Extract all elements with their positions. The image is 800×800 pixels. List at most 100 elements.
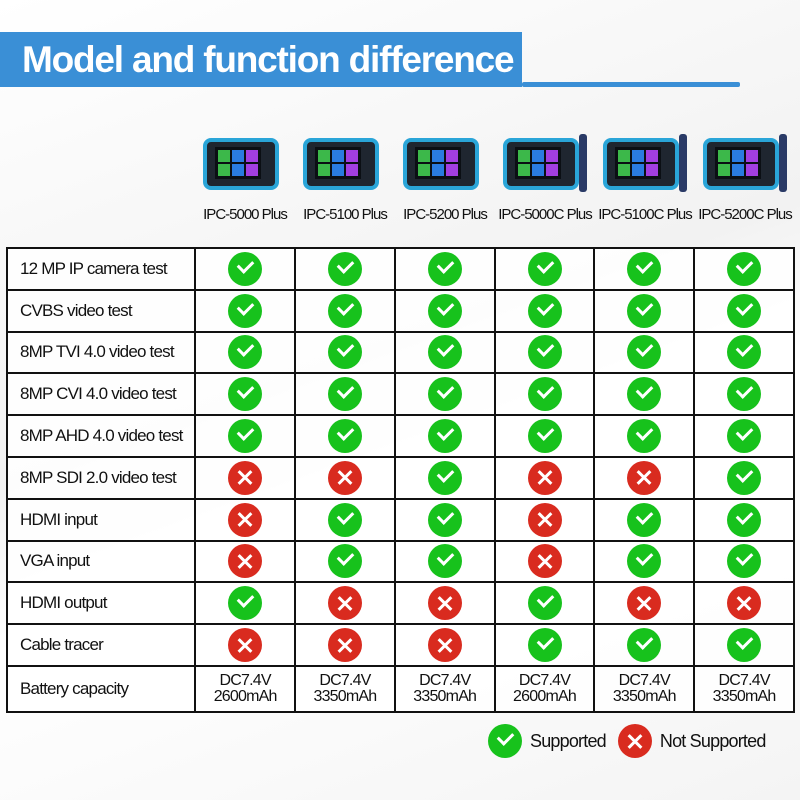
table-row: Cable tracer (5, 623, 795, 667)
check-icon (727, 377, 762, 412)
cable-tracer-image (579, 134, 587, 192)
cross-icon (228, 502, 263, 537)
battery-capacity: 3350mAh (313, 687, 377, 705)
check-icon (727, 335, 762, 370)
check-icon (627, 419, 662, 454)
tester-device-image (701, 134, 787, 196)
title-banner: Model and function difference (0, 32, 522, 87)
feature-label: 8MP CVI 4.0 video test (5, 372, 197, 417)
battery-capacity: 2600mAh (513, 687, 577, 705)
battery-voltage: DC7.4V (618, 671, 671, 689)
check-icon (527, 628, 562, 663)
support-cell (393, 372, 496, 417)
check-icon (727, 251, 762, 286)
support-cell (593, 539, 696, 584)
check-icon (627, 251, 662, 286)
cross-icon (228, 460, 263, 495)
support-cell (393, 288, 496, 333)
support-cell (393, 497, 496, 542)
cross-icon (427, 586, 462, 621)
support-cell (593, 288, 696, 333)
support-cell (593, 330, 696, 375)
check-icon (427, 251, 462, 286)
check-icon (527, 293, 562, 328)
support-cell (393, 330, 496, 375)
table-row: 8MP TVI 4.0 video test (5, 330, 795, 375)
battery-cell: DC7.4V 3350mAh (294, 664, 396, 713)
support-cell (194, 539, 297, 584)
check-icon (228, 293, 263, 328)
support-cell (393, 581, 496, 626)
check-icon (427, 377, 462, 412)
table-row-battery: Battery capacity DC7.4V 2600mAh DC7.4V 3350m… (5, 664, 795, 713)
support-cell (693, 539, 795, 584)
legend: Supported Not Supported (488, 724, 766, 758)
battery-cell: DC7.4V 3350mAh (693, 664, 795, 713)
model-column-header: IPC-5100C Plus (595, 134, 695, 223)
cross-icon (228, 628, 263, 663)
model-column-header: IPC-5000 Plus (195, 134, 295, 223)
support-cell (294, 539, 396, 584)
battery-capacity: 3350mAh (612, 687, 677, 705)
support-cell (593, 497, 696, 542)
legend-not-supported: Not Supported (659, 730, 766, 751)
check-icon (327, 251, 362, 286)
support-cell (393, 623, 496, 667)
cross-icon (527, 502, 562, 537)
check-icon (627, 335, 662, 370)
support-cell (493, 623, 596, 667)
cross-icon (527, 544, 562, 579)
check-icon (627, 502, 662, 537)
support-cell (294, 247, 396, 291)
support-cell (693, 455, 795, 500)
support-cell (493, 414, 596, 458)
check-icon (488, 724, 522, 758)
cross-icon (617, 724, 652, 758)
support-cell (493, 288, 596, 333)
table-row: 8MP CVI 4.0 video test (5, 372, 795, 417)
support-cell (493, 372, 596, 417)
model-name: IPC-5100 Plus (303, 206, 388, 223)
feature-label: HDMI input (5, 497, 197, 542)
check-icon (327, 544, 362, 579)
support-cell (194, 414, 297, 458)
table-row: CVBS video test (5, 288, 795, 333)
check-icon (228, 377, 263, 412)
support-cell (693, 372, 795, 417)
battery-voltage: DC7.4V (718, 671, 770, 689)
battery-capacity: 3350mAh (413, 687, 477, 705)
support-cell (693, 581, 795, 626)
support-cell (294, 372, 396, 417)
check-icon (327, 377, 362, 412)
cable-tracer-image (679, 134, 687, 192)
model-column-header: IPC-5000C Plus (495, 134, 595, 223)
battery-capacity: 3350mAh (712, 687, 777, 705)
support-cell (693, 497, 795, 542)
check-icon (228, 586, 263, 621)
check-icon (427, 335, 462, 370)
support-cell (194, 623, 297, 667)
check-icon (727, 628, 762, 663)
check-icon (627, 544, 662, 579)
check-icon (727, 293, 762, 328)
cable-tracer-image (779, 134, 787, 192)
check-icon (727, 544, 762, 579)
feature-label: 8MP TVI 4.0 video test (5, 330, 197, 375)
battery-cell: DC7.4V 2600mAh (493, 664, 596, 713)
support-cell (294, 288, 396, 333)
check-icon (427, 460, 462, 495)
table-row: 8MP AHD 4.0 video test (5, 414, 795, 458)
cross-icon (327, 628, 362, 663)
model-header: IPC-5000 Plus IPC-5100 Plus IPC-5200 Plus I… (195, 134, 795, 223)
feature-label: Battery capacity (5, 664, 197, 713)
support-cell (294, 455, 396, 500)
support-cell (294, 581, 396, 626)
cross-icon (627, 460, 662, 495)
support-cell (693, 288, 795, 333)
check-icon (327, 419, 362, 454)
cross-icon (327, 460, 362, 495)
battery-voltage: DC7.4V (518, 671, 571, 689)
support-cell (693, 414, 795, 458)
support-cell (294, 330, 396, 375)
feature-label: HDMI output (5, 581, 197, 626)
